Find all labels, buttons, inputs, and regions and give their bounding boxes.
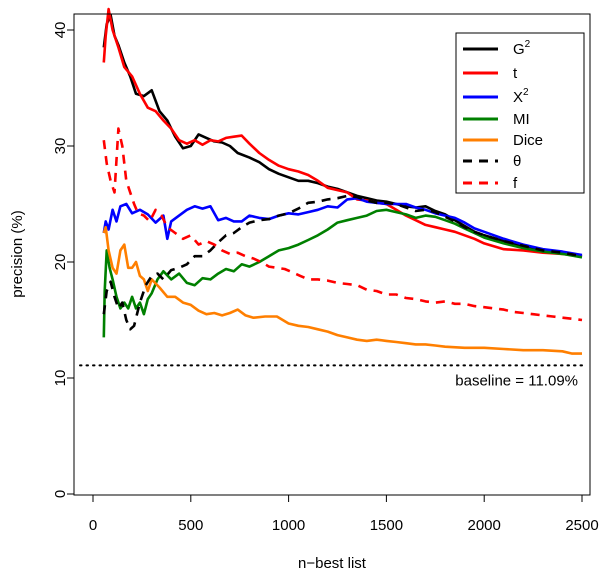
- series-line-1: [102, 7, 583, 258]
- baseline-label: baseline = 11.09%: [455, 372, 578, 389]
- y-axis-title: precision (%): [9, 210, 26, 298]
- legend-label-3: MI: [513, 111, 530, 128]
- legend-box: [455, 32, 585, 194]
- legend-label-1: t: [513, 65, 518, 82]
- legend-label-0: G2: [513, 39, 531, 58]
- x-axis: 0 500 1000 1500 2000 2500: [89, 494, 599, 534]
- y-tick-label: 20: [52, 254, 69, 271]
- legend-label-2: X2: [513, 87, 529, 106]
- y-tick-label: 10: [52, 370, 69, 387]
- x-tick-label: 500: [178, 517, 203, 534]
- x-axis-title: n−best list: [298, 555, 367, 572]
- series-layer: [102, 7, 583, 355]
- y-axis: 0 10 20 30 40: [52, 22, 75, 498]
- series-line-4: [102, 225, 582, 355]
- x-tick-label: 0: [89, 517, 97, 534]
- legend: G2 t X2 MI Dice θf: [455, 32, 585, 194]
- y-tick-label: 40: [52, 22, 69, 39]
- y-tick-label: 0: [52, 490, 69, 498]
- x-tick-label: 2000: [468, 517, 501, 534]
- legend-label-6: f: [513, 175, 518, 192]
- series-line-5: [102, 194, 583, 331]
- x-tick-label: 1000: [272, 517, 305, 534]
- legend-label-5: θ: [513, 153, 521, 170]
- legend-label-4: Dice: [513, 132, 543, 149]
- series-line-6: [102, 127, 583, 322]
- x-tick-label: 2500: [565, 517, 598, 534]
- y-tick-label: 30: [52, 138, 69, 155]
- x-tick-label: 1500: [370, 517, 403, 534]
